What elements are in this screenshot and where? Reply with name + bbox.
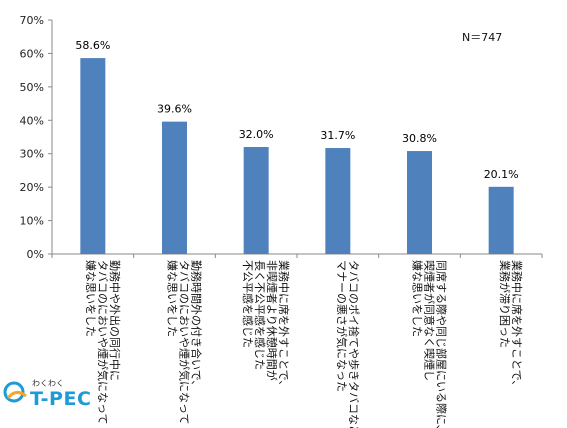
- y-tick-label: 60%: [20, 47, 44, 60]
- y-tick-label: 0%: [27, 248, 44, 261]
- category-label-line: 勤務時間外の付き合いで、: [190, 260, 204, 391]
- category-label-line: 同席する際や同じ部屋にいる際に、: [435, 260, 449, 428]
- data-label: 39.6%: [157, 103, 192, 116]
- category-label-line: 業務中に席を外すことで、: [510, 260, 524, 391]
- y-axis: 0% 10% 20% 30% 40% 50% 60% 70%: [20, 14, 543, 261]
- category-label-line: マナーの悪さが気になった: [335, 260, 349, 392]
- data-label: 58.6%: [75, 39, 110, 52]
- category-label-line: 業務が滞り困った: [498, 260, 512, 348]
- bar: [243, 147, 269, 254]
- y-tick-label: 40%: [20, 114, 44, 127]
- y-tick-label: 70%: [20, 14, 44, 27]
- category-label-line: タバコのにおいや煙が気になって: [178, 260, 192, 424]
- bar: [80, 58, 106, 255]
- logo-text: T-PEC: [30, 388, 92, 410]
- category-label-line: 業務中に席を外すことで、: [277, 260, 291, 391]
- category-label-line: 嫌な思いをした: [166, 260, 180, 337]
- category-label-line: 勤務中や外出の同行中に: [108, 260, 122, 381]
- sample-size-annotation: N＝747: [462, 31, 502, 44]
- category-label-line: 非喫煙者より休憩時間が: [265, 260, 279, 381]
- category-label-line: 嫌な思いをした: [84, 260, 98, 337]
- category-label: 業務中に席を外すことで、業務が滞り困った: [498, 260, 524, 391]
- category-label-line: 長く不公平感を感じた: [253, 260, 266, 370]
- bar: [325, 148, 351, 254]
- logo-subtext: わくわく: [32, 379, 64, 388]
- t-pec-logo: わくわく T-PEC: [0, 370, 110, 415]
- data-label: 31.7%: [320, 129, 355, 142]
- category-label-line: 不公平感を感じた: [241, 260, 254, 348]
- data-labels: 58.6% 39.6% 32.0% 31.7% 30.8% 20.1%: [75, 39, 518, 181]
- y-tick-label: 20%: [20, 181, 44, 194]
- category-label: 業務中に席を外すことで、非喫煙者より休憩時間が長く不公平感を感じた不公平感を感じ…: [241, 260, 291, 391]
- category-label-line: 嫌な思いをした: [411, 260, 425, 337]
- logo-mark-icon: [3, 381, 27, 403]
- y-tick-label: 50%: [20, 81, 44, 94]
- bar: [407, 151, 432, 254]
- category-label-line: タバコのポイ捨てや歩きタバコなど: [347, 260, 361, 428]
- y-tick-label: 10%: [20, 215, 44, 228]
- data-label: 30.8%: [402, 132, 437, 145]
- bars: [80, 58, 514, 255]
- data-label: 20.1%: [484, 168, 519, 181]
- bar: [488, 186, 514, 254]
- bar: [162, 121, 187, 254]
- category-label-line: 喫煙者が同意なく喫煙し: [423, 260, 437, 381]
- data-label: 32.0%: [239, 128, 274, 141]
- category-label-line: タバコのにおいや煙が気になって: [96, 260, 110, 424]
- y-tick-label: 30%: [20, 148, 44, 161]
